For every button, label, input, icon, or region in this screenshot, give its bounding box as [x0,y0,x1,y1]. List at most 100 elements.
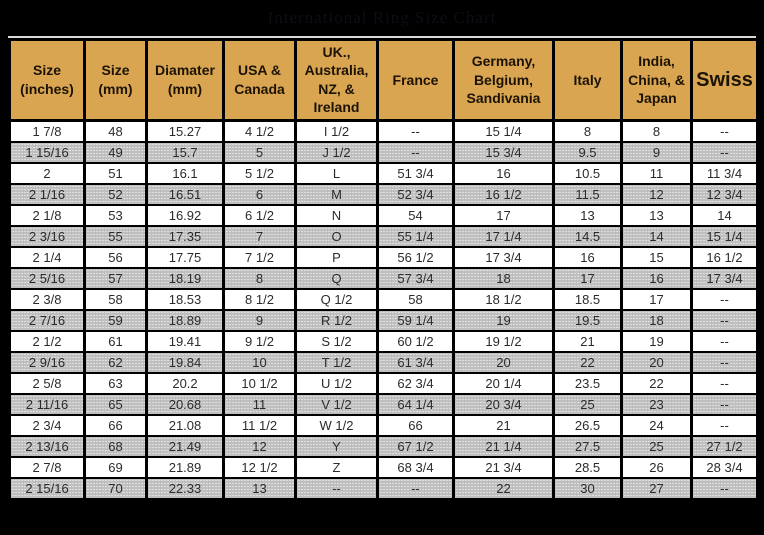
table-cell: 18 [452,266,555,290]
table-cell: 2 1/4 [8,245,86,269]
table-cell: 67 1/2 [376,434,455,458]
table-cell: -- [376,476,455,501]
table-cell: 55 1/4 [376,224,455,248]
table-row: 2 1/4 56 17.75 7 1/2 P 56 1/2 17 3/4 16 15 16 1/2 [8,245,759,269]
table-cell: 2 1/2 [8,329,86,353]
table-cell: 28.5 [552,455,623,479]
header-cell-italy: Italy [552,39,623,122]
table-cell: Z [294,455,379,479]
header-cell-size-mm: Size (mm) [83,39,148,122]
table-cell: 48 [83,119,148,143]
table-cell: 68 3/4 [376,455,455,479]
table-cell: 20 1/4 [452,371,555,395]
table-cell: 23.5 [552,371,623,395]
table-cell: P [294,245,379,269]
table-cell: 16 [552,245,623,269]
table-cell: 12 1/2 [222,455,297,479]
table-cell: -- [690,392,759,416]
table-row: 2 11/16 65 20.68 11 V 1/2 64 1/4 20 3/4 25 23 -- [8,392,759,416]
table-cell: 20 3/4 [452,392,555,416]
table-cell: V 1/2 [294,392,379,416]
table-cell: 27.5 [552,434,623,458]
table-cell: 14 [690,203,759,227]
table-cell: 2 1/16 [8,182,86,206]
table-cell: 17 [620,287,693,311]
table-row: 1 7/8 48 15.27 4 1/2 I 1/2 -- 15 1/4 8 8 -- [8,119,759,143]
table-row: 2 1/2 61 19.41 9 1/2 S 1/2 60 1/2 19 1/2 21 19 -- [8,329,759,353]
table-cell: 9 [222,308,297,332]
table-cell: 11 1/2 [222,413,297,437]
table-cell: 7 [222,224,297,248]
table-cell: 22 [620,371,693,395]
table-cell: 21 3/4 [452,455,555,479]
table-cell: 19 [620,329,693,353]
table-cell: 12 [620,182,693,206]
table-cell: 68 [83,434,148,458]
table-cell: -- [690,140,759,164]
table-cell: 51 3/4 [376,161,455,185]
table-cell: 11.5 [552,182,623,206]
table-cell: 6 1/2 [222,203,297,227]
table-cell: S 1/2 [294,329,379,353]
header-cell-swiss: Swiss [690,39,759,122]
table-cell: 20.2 [145,371,225,395]
table-row: 2 15/16 70 22.33 13 -- -- 22 30 27 -- [8,476,759,501]
table-cell: 66 [83,413,148,437]
table-row: 2 51 16.1 5 1/2 L 51 3/4 16 10.5 11 11 3/4 [8,161,759,185]
table-cell: 16 1/2 [452,182,555,206]
table-cell: 19.84 [145,350,225,374]
table-cell: 65 [83,392,148,416]
table-cell: 49 [83,140,148,164]
table-cell: -- [690,413,759,437]
table-cell: 19 1/2 [452,329,555,353]
table-cell: 70 [83,476,148,501]
table-cell: 17.35 [145,224,225,248]
table-cell: 18.19 [145,266,225,290]
table-cell: 15 3/4 [452,140,555,164]
table-cell: 1 7/8 [8,119,86,143]
header-cell-india-china-japan: India, China, & Japan [620,39,693,122]
table-cell: 2 5/8 [8,371,86,395]
table-cell: U 1/2 [294,371,379,395]
table-cell: 2 [8,161,86,185]
table-cell: 2 3/16 [8,224,86,248]
table-cell: 28 3/4 [690,455,759,479]
table-cell: 5 [222,140,297,164]
table-cell: 21.49 [145,434,225,458]
table-cell: 13 [222,476,297,501]
table-cell: O [294,224,379,248]
table-row: 2 5/16 57 18.19 8 Q 57 3/4 18 17 16 17 3/4 [8,266,759,290]
table-cell: -- [690,371,759,395]
table-cell: 18.5 [552,287,623,311]
table-cell: 63 [83,371,148,395]
table-cell: 60 1/2 [376,329,455,353]
table-cell: 2 13/16 [8,434,86,458]
table-cell: 2 15/16 [8,476,86,501]
table-cell: N [294,203,379,227]
table-cell: 16.1 [145,161,225,185]
table-cell: 16 [452,161,555,185]
table-cell: 16.92 [145,203,225,227]
table-cell: 9.5 [552,140,623,164]
table-cell: 12 3/4 [690,182,759,206]
table-cell: 21.08 [145,413,225,437]
table-cell: 27 1/2 [690,434,759,458]
table-cell: 2 5/16 [8,266,86,290]
table-cell: 17.75 [145,245,225,269]
table-row: 2 5/8 63 20.2 10 1/2 U 1/2 62 3/4 20 1/4 23.5 22… [8,371,759,395]
table-cell: 12 [222,434,297,458]
table-cell: -- [690,287,759,311]
table-cell: -- [294,476,379,501]
table-cell: 61 3/4 [376,350,455,374]
table-row: 2 1/8 53 16.92 6 1/2 N 54 17 13 13 14 [8,203,759,227]
table-cell: 15.7 [145,140,225,164]
table-cell: 15 1/4 [690,224,759,248]
header-cell-usa-canada: USA & Canada [222,39,297,122]
table-cell: 6 [222,182,297,206]
table-cell: -- [690,308,759,332]
table-cell: 11 [222,392,297,416]
table-cell: 8 1/2 [222,287,297,311]
table-cell: T 1/2 [294,350,379,374]
table-cell: 17 1/4 [452,224,555,248]
